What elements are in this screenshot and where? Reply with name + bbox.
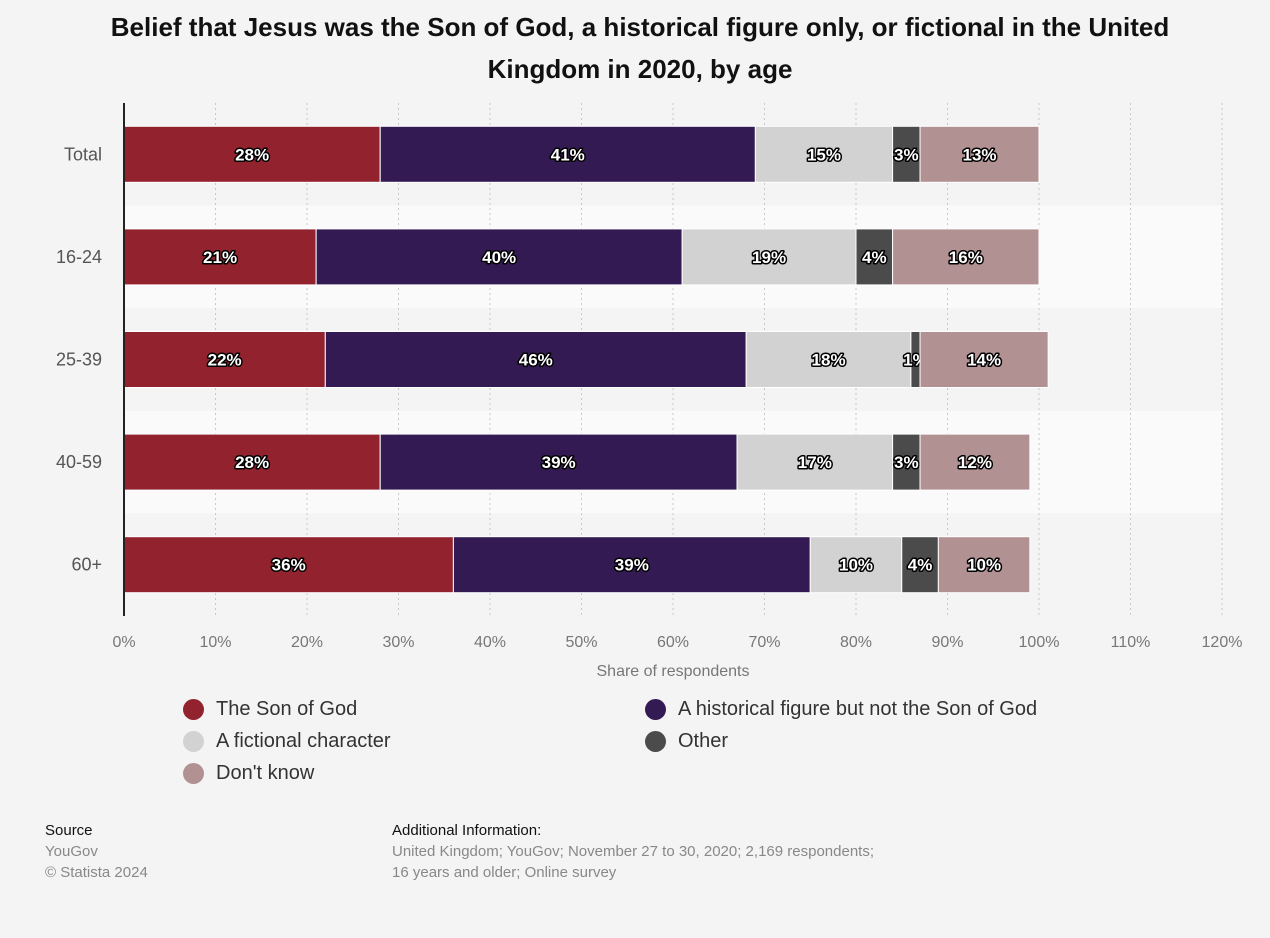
- legend-swatch: [183, 698, 204, 720]
- bar-segment: [681, 228, 857, 286]
- x-tick-label: 110%: [1111, 634, 1151, 651]
- data-label: 14%: [967, 351, 1001, 370]
- x-tick-label: 70%: [748, 634, 780, 651]
- x-tick-label: 0%: [112, 634, 135, 651]
- legend-label: A historical figure but not the Son of G…: [678, 697, 1038, 720]
- chart-title: Belief that Jesus was the Son of God, a …: [110, 12, 1170, 84]
- legend-item-historical-figure[interactable]: A historical figure but not the Son of G…: [645, 697, 1105, 721]
- category-label: Total: [64, 144, 102, 164]
- bar-segment: [745, 331, 912, 388]
- legend-swatch: [645, 730, 666, 752]
- bar-segment: [123, 228, 317, 286]
- legend-label: A fictional character: [216, 729, 391, 752]
- category-label: 40-59: [56, 452, 102, 472]
- bar-segment: [324, 331, 747, 388]
- data-label: 16%: [949, 248, 983, 267]
- data-label: 4%: [908, 556, 933, 575]
- bar-segment: [123, 433, 381, 491]
- data-label: 39%: [615, 556, 649, 575]
- data-label: 39%: [542, 453, 576, 472]
- data-label: 41%: [551, 145, 585, 164]
- data-label: 10%: [967, 556, 1001, 575]
- bar-segment: [919, 331, 1049, 388]
- legend-label: Don't know: [216, 761, 315, 784]
- data-label: 40%: [482, 248, 516, 267]
- data-label: 19%: [752, 248, 786, 267]
- category-label: 16-24: [56, 247, 102, 267]
- x-tick-label: 90%: [931, 634, 963, 651]
- x-tick-label: 50%: [565, 634, 597, 651]
- data-label: 4%: [862, 248, 887, 267]
- bar-segment: [892, 125, 921, 183]
- additional-info-line: United Kingdom; YouGov; November 27 to 3…: [392, 843, 874, 860]
- legend-item-son-of-god[interactable]: The Son of God: [183, 697, 645, 721]
- additional-info-line: 16 years and older; Online survey: [392, 864, 617, 881]
- source-block: Source YouGov © Statista 2024: [45, 820, 148, 883]
- data-label: 13%: [963, 145, 997, 164]
- bar-segment: [892, 228, 1040, 286]
- legend-swatch: [183, 762, 204, 784]
- x-tick-label: 60%: [657, 634, 689, 651]
- data-label: 22%: [208, 351, 242, 370]
- bar-segment: [919, 433, 1031, 491]
- bar-segment: [855, 228, 894, 286]
- category-label: 25-39: [56, 350, 102, 370]
- x-tick-label: 120%: [1202, 634, 1243, 651]
- legend-label: The Son of God: [216, 697, 358, 720]
- data-label: 36%: [272, 556, 306, 575]
- copyright-text: © Statista 2024: [45, 864, 148, 881]
- bar-segment: [379, 125, 756, 183]
- source-heading: Source: [45, 822, 93, 839]
- additional-info-block: Additional Information: United Kingdom; …: [392, 820, 912, 883]
- legend-swatch: [645, 698, 666, 720]
- data-label: 3%: [894, 453, 919, 472]
- bar-segment: [901, 536, 939, 594]
- x-tick-label: 30%: [382, 634, 414, 651]
- data-label: 46%: [519, 351, 553, 370]
- data-label: 12%: [958, 453, 992, 472]
- bar-segment: [892, 433, 921, 491]
- x-tick-label: 40%: [474, 634, 506, 651]
- chart-legend: The Son of God A historical figure but n…: [183, 697, 1143, 785]
- category-label: 60+: [71, 555, 102, 575]
- legend-item-other[interactable]: Other: [645, 729, 1105, 753]
- legend-item-fictional-character[interactable]: A fictional character: [183, 729, 645, 753]
- data-label: 21%: [203, 248, 237, 267]
- data-label: 15%: [807, 145, 841, 164]
- x-tick-label: 10%: [199, 634, 231, 651]
- additional-info-heading: Additional Information:: [392, 822, 542, 839]
- data-label: 17%: [798, 453, 832, 472]
- data-label: 3%: [894, 145, 919, 164]
- bar-segment: [919, 125, 1040, 183]
- bar-segment: [452, 536, 811, 594]
- data-label: 10%: [839, 556, 873, 575]
- source-link[interactable]: YouGov: [45, 843, 98, 860]
- x-tick-label: 100%: [1019, 634, 1060, 651]
- bar-segment: [754, 125, 894, 183]
- bar-segment: [123, 125, 381, 183]
- bar-segment: [736, 433, 894, 491]
- legend-item-dont-know[interactable]: Don't know: [183, 761, 645, 785]
- legend-label: Other: [678, 729, 729, 752]
- data-label: 28%: [235, 145, 269, 164]
- data-label: 18%: [812, 351, 846, 370]
- legend-swatch: [183, 730, 204, 752]
- bar-segment: [315, 228, 683, 286]
- bar-segment: [937, 536, 1031, 594]
- x-tick-label: 20%: [291, 634, 323, 651]
- bar-segment: [809, 536, 903, 594]
- chart-plot: 0% 10% 20% 30% 40% 50% 60% 70% 80% 90% 100% 110% 120…: [56, 103, 1243, 680]
- data-label: 28%: [235, 453, 269, 472]
- bar-segment: [123, 331, 326, 388]
- x-axis-title: Share of respondents: [597, 663, 750, 680]
- x-tick-label: 80%: [840, 634, 872, 651]
- bar-segment: [379, 433, 738, 491]
